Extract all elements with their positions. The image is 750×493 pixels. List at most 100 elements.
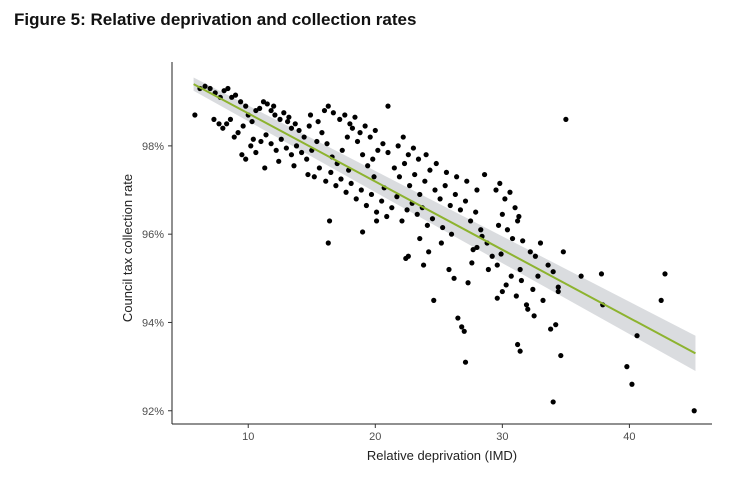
data-point <box>555 284 561 290</box>
data-point <box>420 262 427 268</box>
data-point <box>503 282 509 288</box>
data-point <box>530 286 536 292</box>
data-point <box>438 240 444 246</box>
data-point <box>478 227 484 233</box>
data-point <box>285 118 291 125</box>
data-point <box>527 249 533 255</box>
data-point <box>433 160 439 167</box>
data-point <box>216 121 222 127</box>
data-point <box>338 176 344 182</box>
data-point <box>243 156 249 162</box>
data-point <box>395 143 401 149</box>
data-point <box>260 99 267 105</box>
data-point <box>497 180 503 187</box>
data-point <box>691 408 697 414</box>
trend-line <box>193 83 696 355</box>
data-point <box>494 295 500 301</box>
data-point <box>474 187 480 193</box>
data-point <box>363 202 369 209</box>
data-point <box>452 191 458 198</box>
data-point <box>499 288 505 295</box>
data-point <box>474 244 480 251</box>
x-tick-label: 30 <box>496 431 508 443</box>
data-point <box>495 222 502 228</box>
data-point <box>315 118 321 125</box>
data-point <box>437 196 443 202</box>
data-point <box>459 324 465 330</box>
data-point <box>347 121 353 127</box>
data-point <box>431 297 437 303</box>
data-point <box>192 112 198 118</box>
data-point <box>268 107 274 114</box>
data-point <box>367 134 373 140</box>
data-point <box>634 333 640 339</box>
data-point <box>352 114 358 120</box>
data-point <box>229 94 235 100</box>
data-point <box>238 99 244 105</box>
data-point <box>299 149 305 156</box>
data-point <box>550 399 556 405</box>
data-point <box>509 235 516 242</box>
data-point <box>555 288 561 295</box>
data-point <box>359 229 366 235</box>
data-point <box>513 293 519 299</box>
data-point <box>424 222 430 228</box>
data-point <box>288 152 295 158</box>
data-point <box>494 262 500 268</box>
y-axis-title: Council tax collection rate <box>120 174 135 322</box>
data-point <box>304 156 310 162</box>
data-point <box>508 273 514 279</box>
data-point <box>443 169 450 175</box>
data-point <box>548 326 554 332</box>
data-point <box>404 207 410 213</box>
data-point <box>447 202 453 209</box>
data-point <box>384 213 390 220</box>
data-point <box>485 266 491 273</box>
data-point <box>540 297 546 303</box>
data-point <box>288 125 295 131</box>
y-tick-label: 98% <box>142 141 164 153</box>
data-point <box>330 110 336 116</box>
data-point <box>221 88 227 94</box>
data-point <box>307 112 314 118</box>
data-point <box>286 114 292 120</box>
data-point <box>407 183 413 189</box>
data-point <box>239 152 245 158</box>
data-point <box>498 251 504 257</box>
data-point <box>296 127 302 134</box>
data-point <box>240 123 246 129</box>
data-point <box>344 134 350 140</box>
data-point <box>370 156 376 162</box>
data-point <box>325 240 331 246</box>
data-point <box>499 211 505 217</box>
data-point <box>629 381 635 387</box>
data-point <box>446 266 452 273</box>
data-point <box>545 262 551 268</box>
data-point <box>502 196 508 202</box>
data-point <box>323 178 329 184</box>
data-point <box>410 145 417 151</box>
points-layer <box>192 83 697 414</box>
data-point <box>326 218 333 224</box>
data-point <box>380 141 386 147</box>
confidence-band-layer <box>193 77 696 372</box>
data-point <box>343 189 349 195</box>
data-point <box>396 174 403 180</box>
data-point <box>385 103 391 109</box>
data-point <box>426 249 432 255</box>
x-tick-label: 10 <box>242 431 254 443</box>
data-point <box>493 187 499 193</box>
x-axis-title: Relative deprivation (IMD) <box>367 448 517 463</box>
data-point <box>405 253 411 259</box>
data-point <box>316 165 322 171</box>
data-point <box>248 143 254 149</box>
data-point <box>207 85 213 92</box>
x-axis-ticks: 10 20 30 40 <box>242 424 636 443</box>
data-point <box>348 180 354 187</box>
data-point <box>423 152 429 158</box>
data-point <box>253 107 259 114</box>
data-point <box>391 165 397 171</box>
data-point <box>662 271 668 277</box>
data-point <box>578 273 584 279</box>
